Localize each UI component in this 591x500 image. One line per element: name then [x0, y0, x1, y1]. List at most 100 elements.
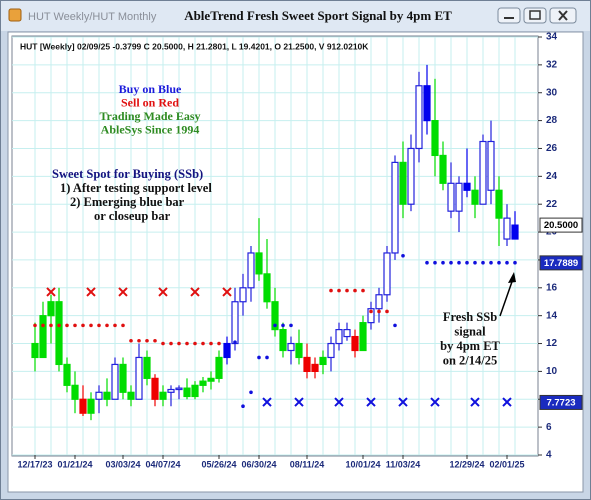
signal-dot: [361, 288, 365, 293]
signal-dot: [97, 323, 101, 328]
window-buttons: [497, 7, 577, 24]
signal-dot: [513, 260, 517, 265]
signal-dot: [449, 260, 453, 265]
signal-dot: [377, 309, 381, 314]
y-tick-label: 26: [546, 143, 558, 154]
candle-body: [311, 363, 319, 372]
x-tick-label: 12/17/23: [17, 459, 52, 469]
candle-body: [39, 315, 47, 359]
signal-x: [86, 287, 96, 297]
signal-dot: [89, 323, 93, 328]
window-tabs[interactable]: HUT Weekly/HUT Monthly: [28, 11, 157, 23]
candle-body: [319, 356, 327, 366]
signal-x: [158, 287, 168, 297]
signal-x: [502, 397, 512, 407]
fresh-signal-note: by 4pm ET: [440, 339, 500, 353]
x-tick-label: 11/03/24: [386, 459, 421, 469]
candle-body: [151, 377, 159, 400]
candle-body: [63, 363, 71, 386]
signal-dot: [193, 341, 197, 346]
signal-dot: [145, 338, 149, 343]
signal-x: [470, 397, 480, 407]
y-tick-label: 16: [546, 282, 558, 293]
candle-body: [263, 273, 271, 303]
signal-dot: [41, 323, 45, 328]
candle-body: [71, 384, 79, 400]
minimize-button[interactable]: [497, 7, 521, 24]
candle-body: [271, 301, 279, 331]
candle-body: [143, 356, 151, 379]
x-tick-label: 10/01/24: [345, 459, 380, 469]
candle-body: [431, 119, 439, 157]
candle-body: [231, 301, 239, 345]
signal-dot: [113, 323, 117, 328]
candle-body: [95, 391, 103, 400]
signal-dot: [369, 309, 373, 314]
signal-dot: [337, 288, 341, 293]
candle-body: [87, 398, 95, 414]
candle-body: [127, 391, 135, 400]
signal-dot: [257, 355, 261, 360]
signal-x: [190, 287, 200, 297]
signal-dot: [393, 323, 397, 328]
signal-dot: [129, 338, 133, 343]
candle-body: [487, 140, 495, 191]
sweet-spot-note: 2) Emerging blue bar: [70, 195, 185, 209]
y-tick-label: 22: [546, 199, 558, 210]
signal-x: [118, 287, 128, 297]
signal-x: [366, 397, 376, 407]
candle-body: [423, 85, 431, 122]
candle-body: [135, 356, 143, 400]
signal-dot: [441, 260, 445, 265]
signal-dot: [57, 323, 61, 328]
price-box-label: 17.7889: [544, 258, 578, 269]
candle-body: [223, 342, 231, 359]
candle-body: [471, 189, 479, 205]
signal-dot: [233, 340, 237, 344]
price-box-label: 20.5000: [544, 220, 578, 231]
signal-dot: [281, 323, 285, 328]
candle-body: [399, 161, 407, 205]
signal-dot: [457, 260, 461, 265]
candle-body: [239, 287, 247, 303]
signal-dot: [489, 260, 493, 265]
candle-body: [215, 356, 223, 379]
price-box: [539, 217, 583, 233]
signal-dot: [289, 323, 293, 328]
signal-dot: [177, 341, 181, 346]
candle-body: [351, 335, 359, 352]
candle-body: [55, 301, 63, 366]
y-tick-label: 4: [546, 450, 552, 461]
candle-body: [447, 182, 455, 212]
sweet-spot-note: 1) After testing support level: [60, 181, 212, 195]
y-tick-label: 24: [546, 171, 558, 182]
candle-body: [367, 308, 375, 324]
x-tick-label: 12/29/24: [449, 459, 484, 469]
sweet-spot-note: Sweet Spot for Buying (SSb): [52, 167, 203, 181]
candle-body: [111, 363, 119, 400]
y-tick-label: 30: [546, 87, 558, 98]
signal-x: [46, 287, 56, 297]
header-info: HUT [Weekly] 02/09/25 -0.3799 C 20.5000,…: [20, 41, 369, 51]
candle-body: [159, 391, 167, 400]
candle-body: [207, 377, 215, 382]
signal-dot: [345, 288, 349, 293]
signal-dot: [81, 323, 85, 328]
signal-dot: [185, 341, 189, 346]
marks: [31, 64, 519, 421]
signal-x: [430, 397, 440, 407]
signal-dot: [481, 260, 485, 265]
candle-body: [415, 85, 423, 150]
candle-body: [439, 154, 447, 184]
candle-body: [119, 363, 127, 393]
chart-title: AbleTrend Fresh Sweet Sport Signal by 4p…: [184, 8, 452, 23]
candle-body: [327, 342, 335, 359]
candle-body: [31, 342, 39, 359]
candle-body: [47, 301, 55, 317]
candle-body: [407, 147, 415, 205]
signal-x: [262, 397, 272, 407]
signal-x: [334, 397, 344, 407]
y-tick-label: 10: [546, 366, 558, 377]
close-icon: [558, 10, 568, 21]
